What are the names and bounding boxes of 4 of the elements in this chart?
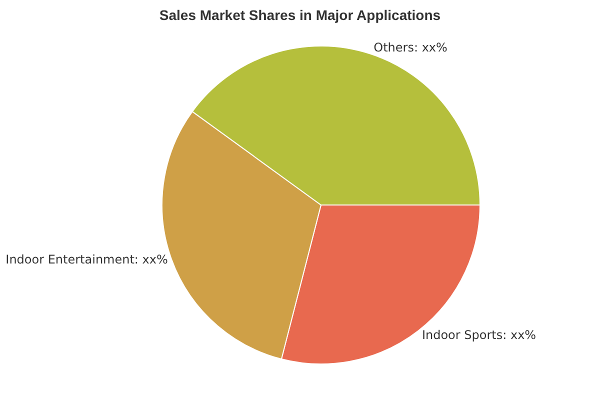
slice-label: Indoor Entertainment: xx%: [6, 252, 168, 267]
slice-label: Indoor Sports: xx%: [422, 328, 536, 342]
chart-title: Sales Market Shares in Major Applications: [159, 6, 441, 23]
slice-label: Others: xx%: [374, 40, 448, 54]
